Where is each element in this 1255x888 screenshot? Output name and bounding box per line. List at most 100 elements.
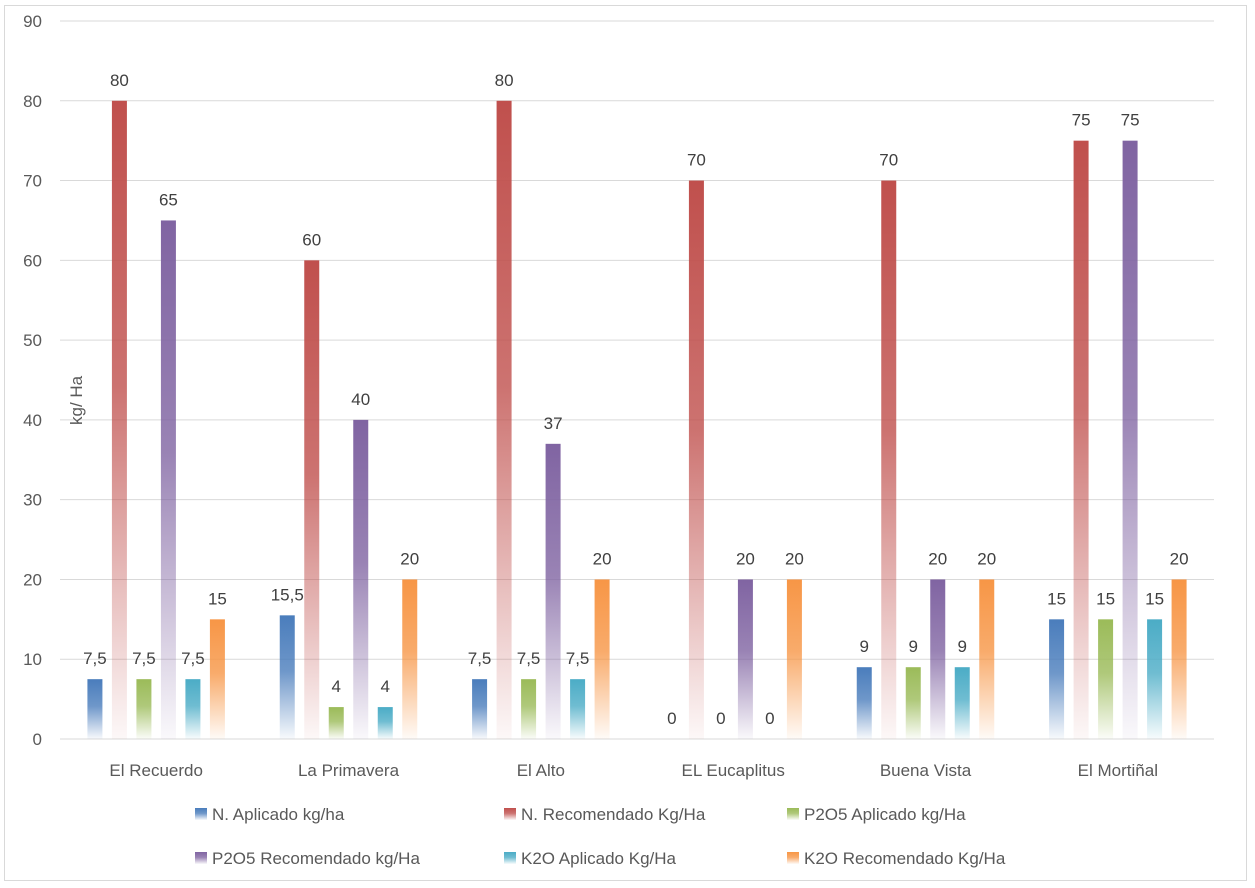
- bar: [136, 679, 152, 739]
- y-axis-label: kg/ Ha: [67, 375, 86, 425]
- data-labels: 7,5 80 7,5 65 7,5 15 15,5 60 4 40 4 20 7,5 80 7,5 37 7,5…: [83, 71, 1188, 728]
- y-tick-label: 50: [23, 331, 42, 350]
- legend: N. Aplicado kg/ha N. Recomendado Kg/Ha P2O…: [195, 805, 1006, 868]
- bar: [881, 180, 897, 740]
- data-label: 75: [1072, 111, 1091, 130]
- y-tick-label: 0: [33, 730, 42, 749]
- legend-label: N. Recomendado Kg/Ha: [521, 805, 706, 824]
- bar: [545, 443, 561, 739]
- bar: [185, 679, 201, 739]
- bar: [786, 579, 802, 739]
- bar: [856, 667, 872, 739]
- bar: [402, 579, 418, 739]
- y-axis-ticks: 0 10 20 30 40 50 60 70 80 90: [23, 12, 42, 749]
- bar: [279, 615, 295, 739]
- data-label: 9: [860, 637, 869, 656]
- data-label: 80: [495, 71, 514, 90]
- data-label: 4: [332, 677, 341, 696]
- legend-label: N. Aplicado kg/ha: [212, 805, 345, 824]
- bar: [87, 679, 103, 739]
- bar: [160, 220, 176, 739]
- y-tick-label: 90: [23, 12, 42, 31]
- y-tick-label: 70: [23, 172, 42, 191]
- data-label: 20: [785, 549, 804, 568]
- bars: [87, 100, 1187, 740]
- data-label: 65: [159, 190, 178, 209]
- x-tick-label: La Primavera: [298, 761, 400, 780]
- legend-label: K2O Recomendado Kg/Ha: [804, 849, 1006, 868]
- y-tick-label: 10: [23, 650, 42, 669]
- data-label: 40: [351, 390, 370, 409]
- bar: [328, 707, 344, 739]
- data-label: 4: [381, 677, 390, 696]
- legend-swatch: [195, 808, 207, 820]
- bar: [1098, 619, 1114, 739]
- bar: [1171, 579, 1187, 739]
- legend-swatch: [787, 852, 799, 864]
- data-label: 0: [716, 709, 725, 728]
- legend-swatch: [787, 808, 799, 820]
- data-label: 70: [879, 151, 898, 170]
- bar: [377, 707, 393, 739]
- y-tick-label: 30: [23, 491, 42, 510]
- bar: [979, 579, 995, 739]
- data-label: 7,5: [517, 649, 541, 668]
- bar: [111, 100, 127, 740]
- data-label: 7,5: [468, 649, 492, 668]
- x-tick-label: El Alto: [517, 761, 565, 780]
- data-label: 15: [1047, 589, 1066, 608]
- bar: [496, 100, 512, 740]
- data-label: 9: [909, 637, 918, 656]
- bar: [304, 260, 320, 739]
- bar: [1122, 140, 1138, 739]
- data-label: 80: [110, 71, 129, 90]
- data-label: 70: [687, 151, 706, 170]
- data-label: 9: [958, 637, 967, 656]
- y-tick-label: 80: [23, 92, 42, 111]
- legend-swatch: [195, 852, 207, 864]
- data-label: 7,5: [132, 649, 156, 668]
- data-label: 20: [928, 549, 947, 568]
- legend-swatch: [504, 808, 516, 820]
- bar: [905, 667, 921, 739]
- bar: [521, 679, 537, 739]
- bar: [954, 667, 970, 739]
- x-axis-ticks: El Recuerdo La Primavera El Alto EL Eucapli…: [109, 761, 1158, 780]
- data-label: 75: [1121, 111, 1140, 130]
- bar: [472, 679, 488, 739]
- bar: [570, 679, 586, 739]
- bar: [1073, 140, 1089, 739]
- bar: [688, 180, 704, 740]
- bar: [1049, 619, 1065, 739]
- bar: [209, 619, 225, 739]
- data-label: 15: [208, 589, 227, 608]
- data-label: 7,5: [181, 649, 205, 668]
- y-tick-label: 40: [23, 411, 42, 430]
- legend-label: K2O Aplicado Kg/Ha: [521, 849, 677, 868]
- data-label: 60: [302, 230, 321, 249]
- y-tick-label: 20: [23, 570, 42, 589]
- legend-label: P2O5 Recomendado kg/Ha: [212, 849, 420, 868]
- data-label: 0: [667, 709, 676, 728]
- bar: [930, 579, 946, 739]
- data-label: 20: [736, 549, 755, 568]
- y-tick-label: 60: [23, 251, 42, 270]
- data-label: 20: [1170, 549, 1189, 568]
- bar: [737, 579, 753, 739]
- bar: [594, 579, 610, 739]
- data-label: 15,5: [271, 585, 304, 604]
- legend-swatch: [504, 852, 516, 864]
- data-label: 15: [1145, 589, 1164, 608]
- x-tick-label: El Mortiñal: [1078, 761, 1158, 780]
- x-tick-label: El Recuerdo: [109, 761, 203, 780]
- bar: [353, 419, 369, 739]
- data-label: 37: [544, 414, 563, 433]
- bar: [1147, 619, 1163, 739]
- x-tick-label: Buena Vista: [880, 761, 972, 780]
- data-label: 7,5: [566, 649, 590, 668]
- data-label: 20: [400, 549, 419, 568]
- data-label: 0: [765, 709, 774, 728]
- data-label: 15: [1096, 589, 1115, 608]
- legend-label: P2O5 Aplicado kg/Ha: [804, 805, 966, 824]
